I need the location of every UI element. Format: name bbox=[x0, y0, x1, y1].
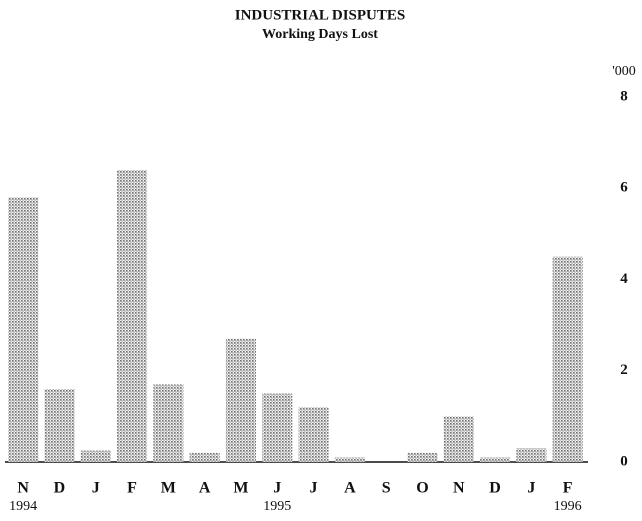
y-tick-label: 0 bbox=[620, 453, 628, 469]
bar bbox=[552, 256, 583, 462]
chart-subtitle: Working Days Lost bbox=[262, 27, 378, 42]
x-tick-label: F bbox=[127, 480, 137, 497]
chart-title: INDUSTRIAL DISPUTES bbox=[235, 7, 405, 23]
bar bbox=[262, 393, 293, 462]
y-tick-label: 4 bbox=[620, 271, 628, 287]
bar bbox=[8, 197, 39, 462]
y-tick-label: 8 bbox=[620, 88, 628, 104]
x-tick-label: D bbox=[54, 480, 66, 497]
x-tick-label: J bbox=[92, 480, 100, 497]
bar bbox=[44, 389, 75, 462]
year-label: 1995 bbox=[263, 499, 291, 514]
x-tick-label: S bbox=[382, 480, 391, 497]
x-tick-label: N bbox=[453, 480, 465, 497]
bar bbox=[80, 450, 111, 462]
x-tick-label: J bbox=[273, 480, 281, 497]
bar bbox=[153, 384, 184, 462]
x-tick-label: F bbox=[563, 480, 573, 497]
x-tick-label: N bbox=[17, 480, 29, 497]
bar bbox=[298, 407, 329, 462]
x-tick-label: J bbox=[527, 480, 535, 497]
y-unit-label: '000 bbox=[612, 64, 636, 79]
x-tick-label: A bbox=[344, 480, 356, 497]
bar bbox=[443, 416, 474, 462]
bar bbox=[117, 170, 148, 462]
bar bbox=[189, 452, 220, 462]
year-label: 1996 bbox=[554, 499, 582, 514]
x-tick-label: D bbox=[489, 480, 501, 497]
bar bbox=[516, 448, 547, 462]
y-tick-label: 2 bbox=[620, 362, 628, 378]
x-tick-label: M bbox=[161, 480, 176, 497]
x-tick-label: M bbox=[233, 480, 248, 497]
bar bbox=[334, 457, 365, 462]
bar bbox=[480, 457, 511, 462]
bar bbox=[407, 452, 438, 462]
bar bbox=[225, 338, 256, 462]
x-tick-label: J bbox=[310, 480, 318, 497]
y-tick-label: 6 bbox=[620, 180, 628, 196]
x-tick-label: O bbox=[416, 480, 428, 497]
x-tick-label: A bbox=[199, 480, 211, 497]
year-label: 1994 bbox=[9, 499, 37, 514]
